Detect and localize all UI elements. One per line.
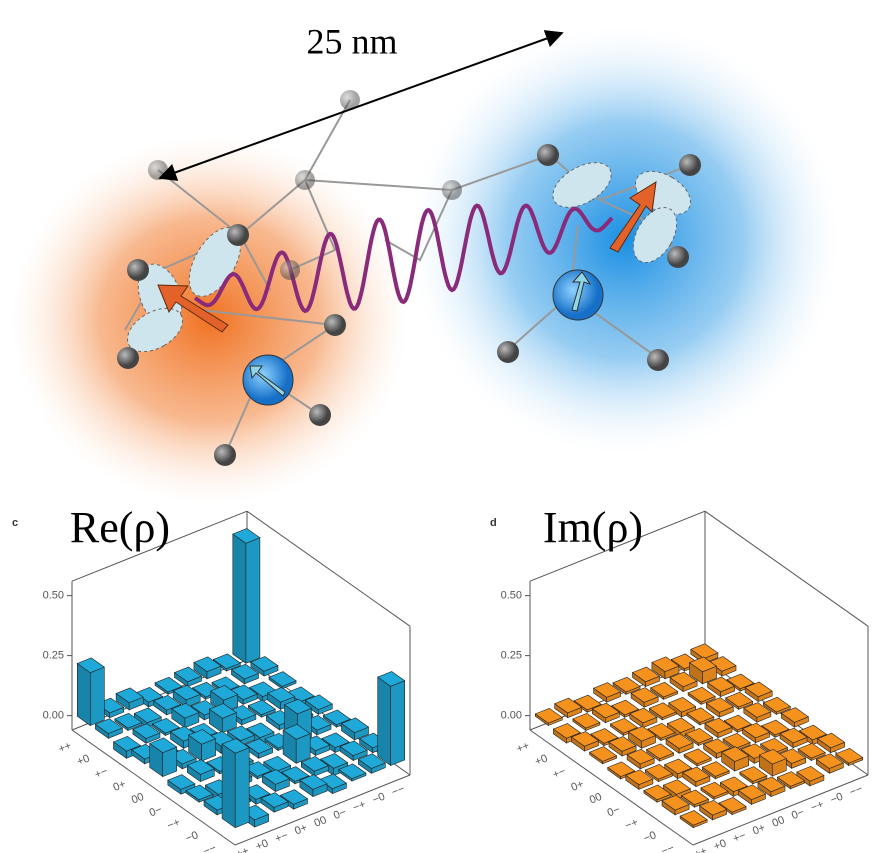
- col-label: −+: [809, 798, 825, 814]
- col-label: +0: [712, 837, 728, 853]
- row-label: −0: [184, 829, 200, 845]
- bar: [150, 738, 177, 777]
- bar: [269, 672, 296, 689]
- col-label: 0+: [751, 822, 767, 838]
- row-label: −−: [202, 842, 218, 853]
- row-label: −+: [166, 816, 182, 832]
- col-label: −0: [371, 791, 387, 807]
- row-label: 00: [130, 791, 146, 807]
- col-label: +−: [731, 829, 747, 845]
- row-label: −+: [624, 816, 640, 832]
- bar: [77, 658, 104, 726]
- col-label: −+: [351, 798, 367, 814]
- z-tick-label: 0.50: [501, 590, 522, 602]
- row-label: +−: [551, 765, 567, 781]
- col-label: +−: [273, 829, 289, 845]
- z-tick-label: 0.25: [43, 650, 64, 662]
- panel-label: d: [490, 517, 497, 529]
- bar-face: [222, 744, 235, 828]
- row-label: −−: [660, 842, 676, 853]
- chart-title: Re(ρ): [70, 503, 170, 552]
- col-label: 00: [771, 814, 787, 830]
- col-label: 0−: [332, 806, 348, 822]
- charts: 0.000.250.50+++0+−0+000−−+−0−−+++0+−0+00…: [12, 503, 868, 853]
- bar-face: [391, 681, 405, 766]
- row-label: +0: [533, 753, 549, 769]
- col-label: −−: [390, 783, 406, 799]
- row-label: 0−: [606, 804, 622, 820]
- panel-label: c: [12, 517, 18, 529]
- bar3d-chart: 0.000.250.50+++0+−0+000−−+−0−−+++0+−0+00…: [490, 503, 868, 853]
- col-label: 0+: [293, 822, 309, 838]
- row-label: ++: [57, 740, 73, 756]
- box-edge: [705, 511, 868, 626]
- figure: 25 nm 0.000.250.50+++0+−0+000−−+−0−−+++0…: [0, 0, 885, 853]
- bar-face: [235, 748, 249, 828]
- row-label: +−: [93, 765, 109, 781]
- z-tick-label: 0.25: [501, 650, 522, 662]
- z-tick-label: 0.00: [501, 710, 522, 722]
- col-label: −−: [848, 783, 864, 799]
- bar-face: [90, 667, 104, 725]
- illustration: 25 nm: [10, 21, 840, 505]
- bar-face: [77, 664, 90, 726]
- bar3d-chart: 0.000.250.50+++0+−0+000−−+−0−−+++0+−0+00…: [12, 503, 410, 853]
- row-label: +0: [75, 753, 91, 769]
- row-label: ++: [515, 740, 531, 756]
- box-edge: [247, 511, 410, 626]
- bar: [378, 672, 405, 766]
- col-label: ++: [234, 845, 250, 853]
- col-label: ++: [692, 845, 708, 853]
- row-label: 0+: [111, 778, 127, 794]
- bar: [233, 529, 260, 664]
- col-label: −0: [829, 791, 845, 807]
- distance-label: 25 nm: [306, 21, 397, 61]
- z-tick-label: 0.50: [43, 590, 64, 602]
- bar: [222, 739, 249, 828]
- row-label: 00: [588, 791, 604, 807]
- row-label: −0: [642, 829, 658, 845]
- z-tick-label: 0.00: [43, 710, 64, 722]
- bar-face: [233, 534, 246, 663]
- row-label: 0−: [148, 804, 164, 820]
- chart-title: Im(ρ): [543, 503, 643, 552]
- col-label: +0: [254, 837, 270, 853]
- row-label: 0+: [569, 778, 585, 794]
- bar-face: [246, 538, 260, 664]
- col-label: 00: [313, 814, 329, 830]
- col-label: 0−: [790, 806, 806, 822]
- bar-face: [378, 677, 391, 765]
